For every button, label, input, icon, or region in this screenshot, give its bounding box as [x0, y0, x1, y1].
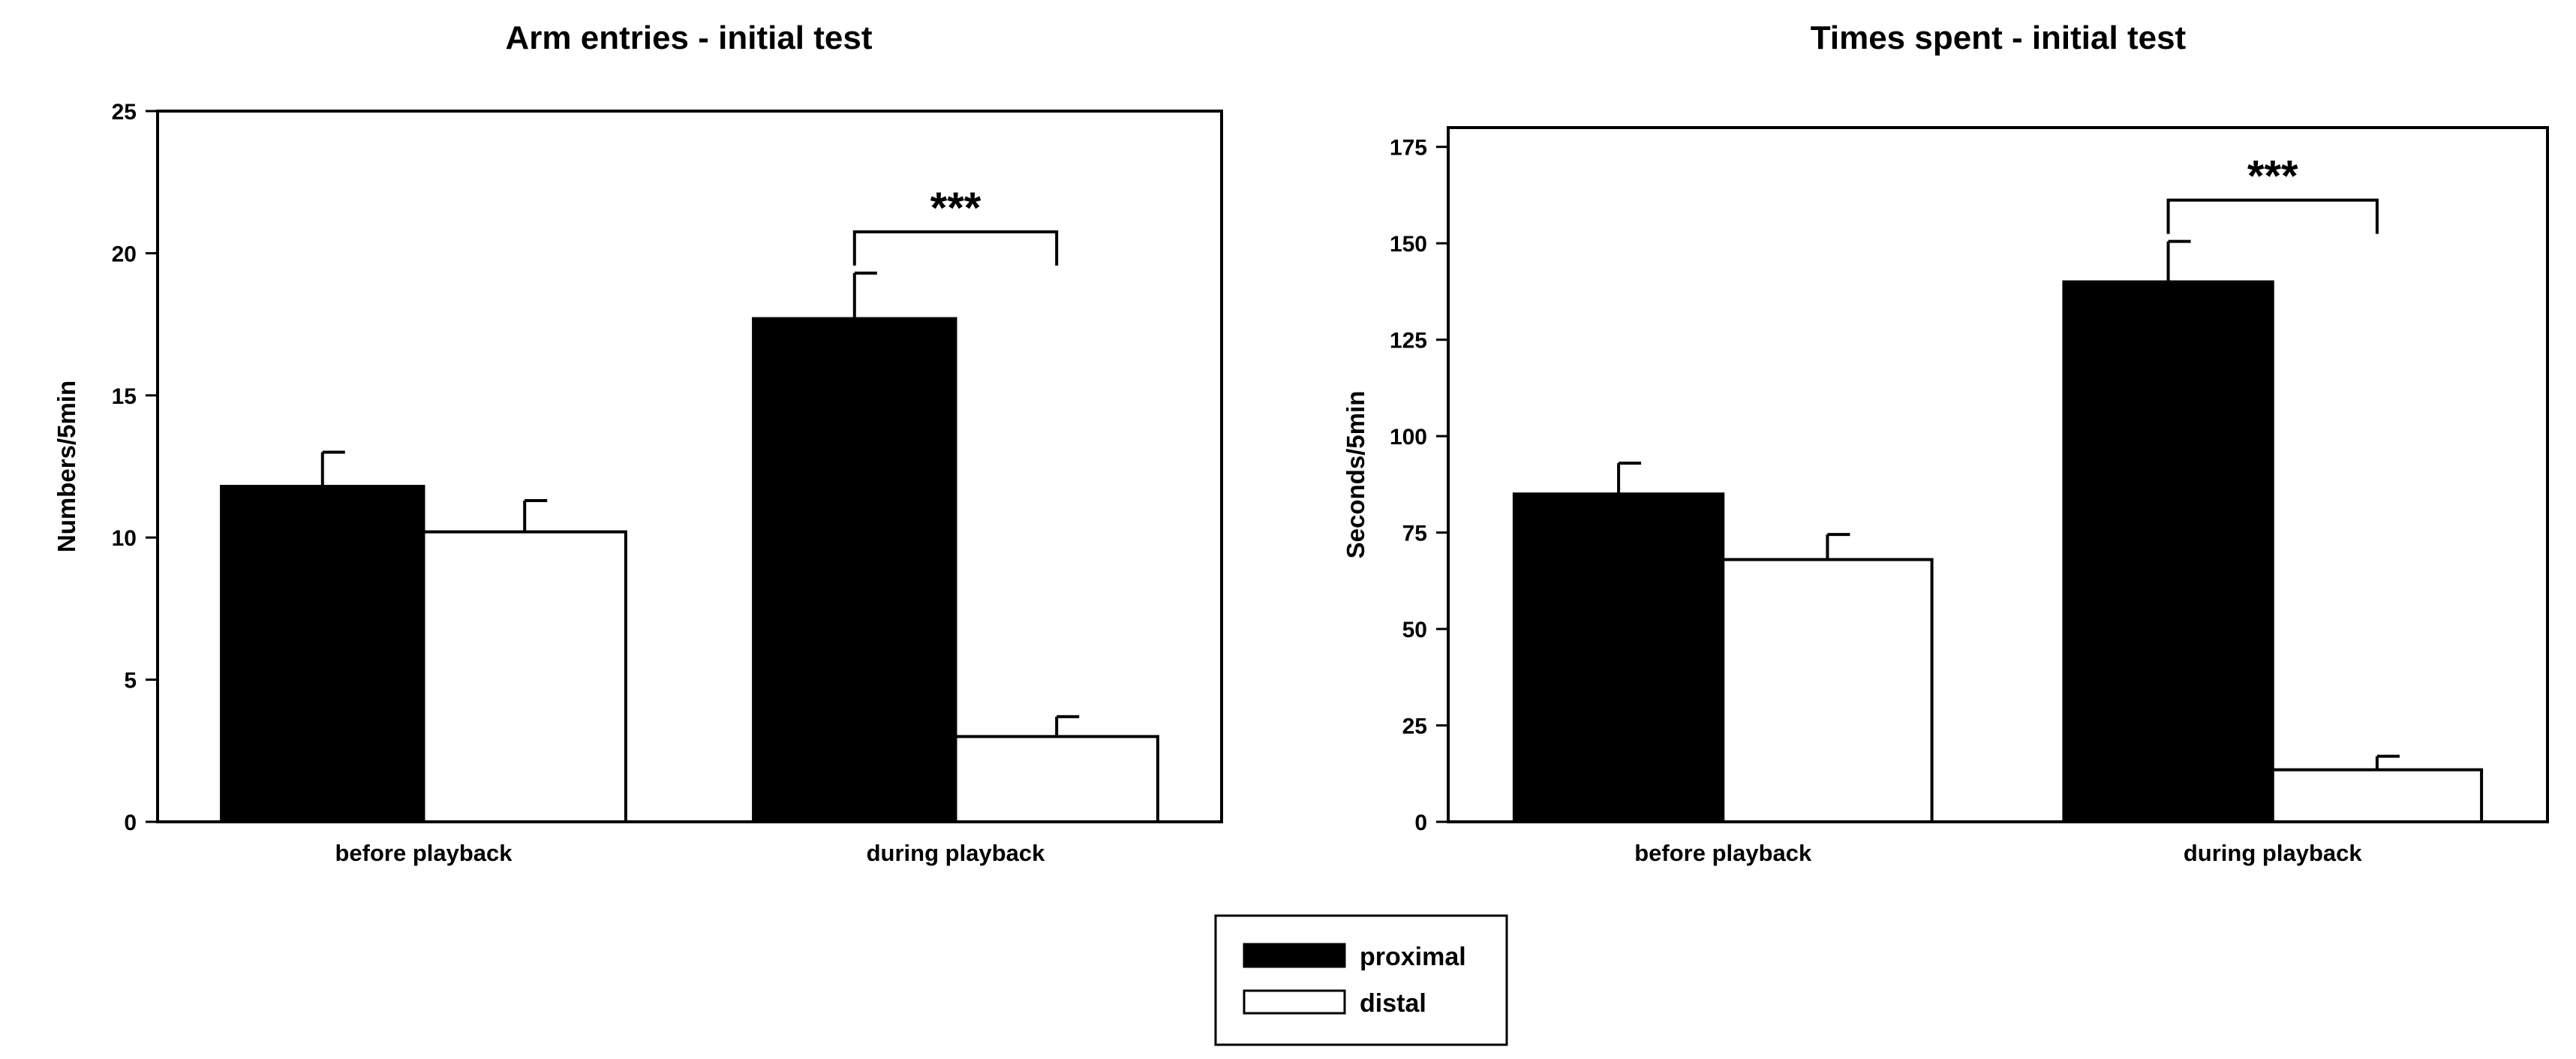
legend-swatch-distal — [1243, 989, 1346, 1015]
significance-bracket — [2166, 198, 2379, 234]
y-tick-label: 175 — [1390, 136, 1427, 161]
y-tick-label: 10 — [112, 526, 137, 551]
significance-bracket — [852, 230, 1059, 266]
y-tick-label: 15 — [112, 384, 137, 409]
bar-proximal-2 — [752, 317, 957, 823]
y-axis-label: Seconds/5min — [1342, 391, 1369, 559]
y-axis-label: Numbers/5min — [53, 381, 80, 552]
bar-distal-2 — [954, 735, 1159, 823]
legend-label-distal: distal — [1360, 989, 1426, 1018]
legend-swatch-proximal — [1243, 943, 1346, 968]
y-tick-label: 25 — [112, 100, 137, 125]
bar-distal-2 — [2271, 768, 2484, 823]
plot-frame — [156, 110, 1223, 823]
y-tick-label: 50 — [1402, 618, 1427, 642]
y-tick-label: 125 — [1390, 329, 1427, 354]
bar-proximal-1 — [1512, 492, 1725, 823]
chart-title: Arm entries - initial test — [505, 20, 872, 56]
plot-frame — [1447, 126, 2549, 823]
y-tick-label: 100 — [1390, 425, 1427, 450]
bar-proximal-1 — [220, 485, 425, 823]
legend-label-proximal: proximal — [1360, 943, 1466, 971]
x-tick-label: before playback — [335, 840, 512, 866]
legend-box — [1214, 914, 1508, 1046]
significance-label: *** — [2247, 152, 2298, 201]
y-tick-label: 5 — [124, 669, 137, 693]
chart-1: Arm entries - initial test Numbers/5min 0 5… — [53, 20, 1223, 866]
chart-title: Times spent - initial test — [1811, 20, 2187, 56]
bar-proximal-2 — [2062, 280, 2274, 823]
bar-distal-1 — [1721, 558, 1934, 823]
y-tick-label: 20 — [112, 242, 137, 266]
y-tick-label: 150 — [1390, 232, 1427, 257]
chart-2: Times spent - initial test Seconds/5min 0 2… — [1342, 20, 2549, 866]
y-tick-label: 25 — [1402, 715, 1427, 739]
x-tick-label: before playback — [1634, 840, 1812, 866]
y-tick-label: 0 — [124, 811, 137, 835]
y-tick-label: 75 — [1402, 522, 1427, 546]
x-tick-label: during playback — [867, 840, 1045, 866]
bar-distal-1 — [422, 530, 627, 824]
significance-label: *** — [930, 184, 981, 233]
charts-group: Arm entries - initial test Numbers/5min 0 5… — [53, 20, 2549, 866]
y-tick-label: 0 — [1414, 811, 1427, 835]
legend: proximal distal — [1214, 914, 1508, 1046]
x-tick-label: during playback — [2184, 840, 2362, 866]
